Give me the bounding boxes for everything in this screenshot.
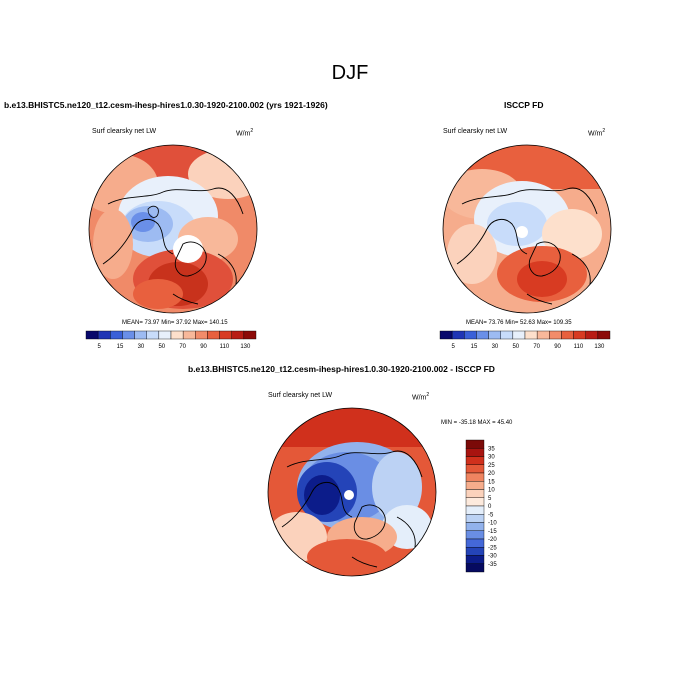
panel-2-colorbar-tick-label: 15 [471, 344, 478, 350]
panel-3-colorbar-swatch [465, 555, 485, 564]
panel-1-colorbar-tick-label: 50 [158, 344, 165, 350]
panel-3-colorbar-swatch [465, 472, 485, 482]
panel-2-colorbar-swatch [549, 330, 562, 340]
panel-3-colorbar-swatch [465, 456, 485, 465]
panel-1-colorbar-swatch [97, 330, 111, 340]
panel-3-colorbar-swatch [465, 522, 485, 531]
panel-1-colorbar-tick-label: 15 [117, 344, 124, 350]
panel-1-stats: MEAN= 73.97 Min= 37.92 Max= 140.15 [122, 320, 228, 326]
panel-3-colorbar-swatch [465, 448, 485, 457]
panel-2-colorbar-swatch [573, 330, 586, 340]
panel-2-colorbar-swatch [512, 330, 526, 340]
panel-2-colorbar-tick-label: 130 [594, 344, 605, 350]
panel-2-variable: Surf clearsky net LW [443, 128, 508, 135]
panel-1-colorbar-swatch [243, 330, 257, 340]
panel-2-colorbar-tick-label: 90 [554, 344, 561, 350]
panel-3-colorbar-tick-label: -5 [488, 512, 494, 518]
panel-3-colorbar-tick-label: 5 [488, 496, 492, 502]
panel-2-colorbar-swatch [524, 330, 538, 340]
panel-2-colorbar-swatch [585, 330, 599, 340]
panel-2-colorbar-swatch [464, 330, 477, 340]
panel-1-colorbar-tick-label: 110 [220, 344, 230, 350]
panel-3-colorbar-tick-label: 25 [488, 463, 495, 469]
panel-3-colorbar-swatch [465, 505, 485, 515]
panel-3-colorbar-tick-label: 10 [488, 488, 495, 494]
panel-1-variable: Surf clearsky net LW [92, 128, 157, 135]
panel-1-colorbar-tick-label: 130 [240, 344, 251, 350]
map-2-polar-plot [442, 144, 612, 314]
panel-2-colorbar-swatch [451, 330, 465, 340]
panel-1-colorbar: 5 15 30 50 70 90 110 130 [85, 330, 257, 350]
panel-1-colorbar-swatch [85, 330, 99, 340]
panel-2-colorbar-swatch [488, 330, 501, 340]
panel-2-colorbar-swatch [476, 330, 489, 340]
panel-3-colorbar-tick-label: 0 [488, 504, 492, 510]
panel-2-colorbar-tick-label: 70 [533, 344, 540, 350]
panel-2-colorbar-swatch [597, 330, 611, 340]
panel-3-colorbar-swatch [465, 530, 485, 540]
panel-3-colorbar-swatch [465, 563, 485, 573]
panel-1-colorbar-tick-label: 90 [200, 344, 207, 350]
panel-1-colorbar-swatch [158, 330, 172, 340]
page-title: DJF [331, 62, 369, 84]
panel-3-colorbar: 35 30 25 20 15 10 5 0 -5 -10 -15 -20 -25 -30 -35 [465, 439, 497, 573]
panel-1-colorbar-tick-label: 70 [179, 344, 186, 350]
panel-3-variable: Surf clearsky net LW [268, 392, 333, 399]
panel-1-colorbar-swatch [195, 330, 208, 340]
panel-3-colorbar-tick-label: -20 [488, 537, 497, 543]
panel-2-units: W/m2 [588, 128, 606, 138]
panel-3-colorbar-swatch [465, 489, 485, 498]
panel-1-colorbar-swatch [219, 330, 232, 340]
panel-1-colorbar-tick-label: 30 [138, 344, 145, 350]
panel-1-units: W/m2 [236, 128, 254, 138]
panel-3-colorbar-tick-label: -30 [488, 554, 497, 560]
panel-2-colorbar-tick-label: 5 [451, 344, 455, 350]
panel-1-colorbar-swatch [122, 330, 135, 340]
map-1-polar-plot [88, 144, 258, 314]
panel-3-header: b.e13.BHISTC5.ne120_t12.cesm-ihesp-hires… [188, 364, 495, 374]
map-3-polar-plot [267, 407, 437, 577]
panel-3-colorbar-swatch [465, 514, 485, 523]
panel-3-colorbar-swatch [465, 538, 485, 548]
panel-1-colorbar-swatch [182, 330, 196, 340]
panel-3-colorbar-tick-label: -10 [488, 521, 497, 527]
panel-3-colorbar-tick-label: 30 [488, 455, 495, 461]
panel-3-colorbar-tick-label: -15 [488, 529, 497, 535]
panel-3-colorbar-swatch [465, 497, 485, 507]
panel-2-header: ISCCP FD [504, 100, 544, 110]
panel-1-colorbar-swatch [110, 330, 123, 340]
panel-1-colorbar-tick-label: 5 [97, 344, 101, 350]
panel-2-colorbar-swatch [500, 330, 514, 340]
panel-2-colorbar-tick-label: 30 [492, 344, 499, 350]
panel-3-colorbar-tick-label: 20 [488, 471, 495, 477]
panel-1-colorbar-swatch [134, 330, 147, 340]
panel-1-colorbar-swatch [207, 330, 220, 340]
panel-1-colorbar-swatch [146, 330, 160, 340]
panel-3-stats: MIN = -35.18 MAX = 45.40 [441, 420, 513, 426]
panel-2-colorbar-swatch [561, 330, 574, 340]
panel-3-colorbar-tick-label: 15 [488, 479, 495, 485]
panel-3-colorbar-swatch [465, 439, 485, 449]
panel-1-colorbar-swatch [231, 330, 245, 340]
panel-2-colorbar: 5 15 30 50 70 90 110 130 [439, 330, 611, 350]
panel-3-units: W/m2 [412, 392, 430, 402]
panel-1-colorbar-swatch [170, 330, 184, 340]
panel-3-colorbar-swatch [465, 464, 485, 474]
panel-3-colorbar-swatch [465, 481, 485, 490]
panel-3-colorbar-swatch [465, 547, 485, 556]
panel-2-colorbar-tick-label: 110 [574, 344, 584, 350]
panel-2-colorbar-swatch [439, 330, 453, 340]
panel-3-colorbar-tick-label: -35 [488, 562, 497, 568]
panel-2-stats: MEAN= 73.76 Min= 52.63 Max= 109.35 [466, 320, 572, 326]
panel-3-colorbar-tick-label: -25 [488, 545, 497, 551]
panel-3-colorbar-tick-label: 35 [488, 446, 495, 452]
panel-1-header: b.e13.BHISTC5.ne120_t12.cesm-ihesp-hires… [4, 100, 328, 110]
panel-2-colorbar-swatch [536, 330, 550, 340]
panel-2-colorbar-tick-label: 50 [512, 344, 519, 350]
